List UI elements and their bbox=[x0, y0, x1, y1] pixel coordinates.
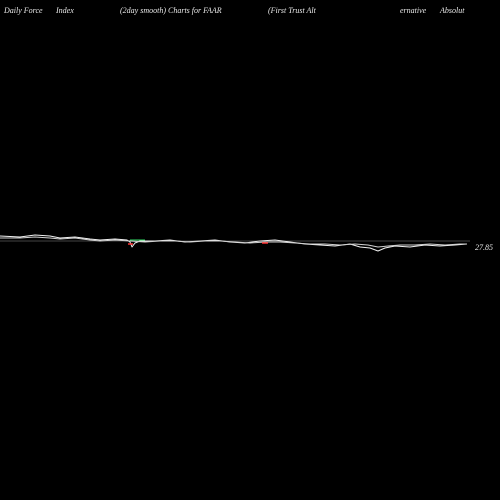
chart-area: 27.85 bbox=[0, 0, 500, 500]
y-axis-value: 27.85 bbox=[475, 243, 493, 252]
price-line-1 bbox=[0, 235, 467, 251]
price-line-2 bbox=[0, 237, 467, 247]
chart-svg bbox=[0, 0, 500, 500]
